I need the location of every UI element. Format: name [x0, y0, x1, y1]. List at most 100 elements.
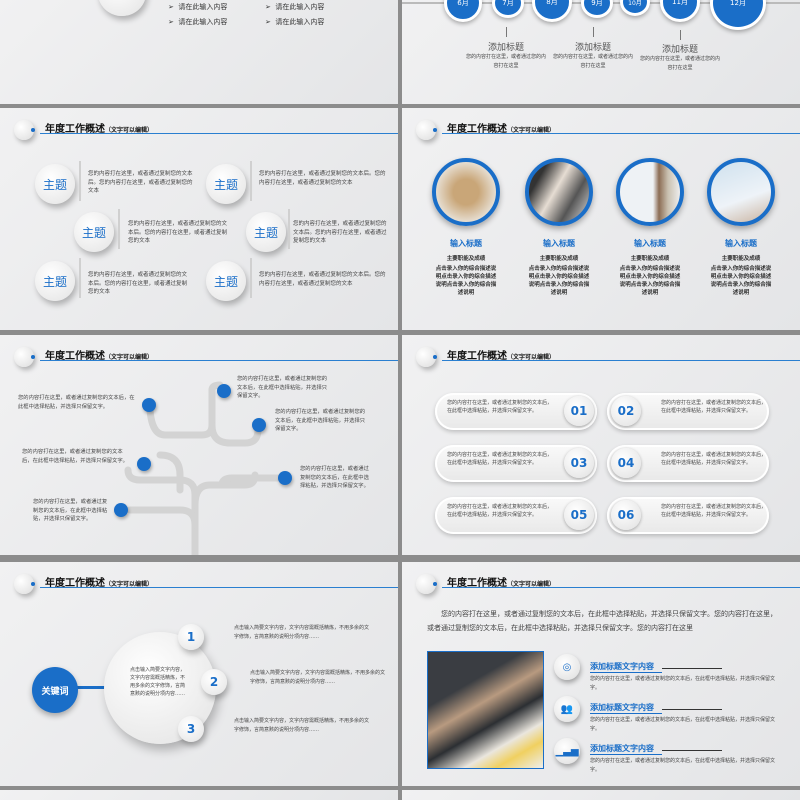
connector-line [70, 686, 106, 689]
slide-photos[interactable]: 年度工作概述（文字可以编辑） 输入标题主要职能及成绩点击录入你的综合描述说明点击… [402, 108, 800, 330]
caption-sub: 主要职能及成绩 [539, 256, 579, 262]
slide-timeline[interactable]: 6月 7月 8月 9月 10月 11月 12月 添加标题 您的内容打在这里，或者通… [402, 0, 800, 104]
topic-circle: 主题 [246, 212, 286, 252]
title-text: 年度工作概述 [45, 578, 105, 589]
bullet-text: 请在此输入内容 [178, 3, 228, 11]
caption-title: 输入标题 [543, 239, 575, 248]
tree-text: 您的内容打在这里，或者通过复制您的文本后，在此框中选择粘贴，并选择只保留文字。 [275, 409, 366, 432]
topic-circle: 主题 [35, 261, 75, 301]
title-text: 年度工作概述 [447, 578, 507, 589]
slide-bullets[interactable]: ➢ 请在此输入内容 ➢ 请在此输入内容 ➢ 请在此输入内容 ➢ 请在此输入内容 [0, 0, 398, 104]
feature-item: 添加标题文字内容 您的内容打在这里，或者通过复制您的文本后，在此框中选择粘贴，并选… [590, 736, 780, 775]
slide-title: 年度工作概述（文字可以编辑） [45, 347, 153, 362]
topic-text: 您的内容打在这里，或者通过复制您的文本后。您的内容打在这里，或者通过复制您的文本 [88, 171, 193, 194]
bullet-item: ➢ 请在此输入内容 [168, 18, 228, 26]
item-number: 06 [611, 500, 641, 530]
item-number: 03 [564, 448, 594, 478]
slide-title: 年度工作概述（文字可以编辑） [45, 120, 153, 135]
item-text: 您的内容打在这里，或者通过复制您的文本后，在此框中选择粘贴，并选择只保留文字。 [447, 400, 553, 414]
tree-node-dot [217, 384, 231, 398]
numbered-item: 您的内容打在这里，或者通过复制您的文本后，在此框中选择粘贴，并选择只保留文字。 0… [435, 445, 597, 482]
item-text: 您的内容打在这里，或者通过复制您的文本后，在此框中选择粘贴，并选择只保留文字。 [447, 452, 553, 466]
photo-caption: 输入标题 主要职能及成绩 点击录入你的综合描述说明点击录入你的综合描述说明点击录入你… [426, 238, 506, 297]
header-ball-icon [14, 574, 34, 594]
item-number: 04 [611, 448, 641, 478]
tree-text: 您的内容打在这里，或者通过复制您的文本后，在此框中选择粘贴，并选择只保留文字。 [237, 376, 328, 399]
title-text: 年度工作概述 [45, 124, 105, 135]
tree-node-dot [278, 471, 292, 485]
bullet-item: ➢ 请在此输入内容 [265, 3, 325, 11]
businessman-photo [616, 158, 684, 226]
topic-text: 您的内容打在这里，或者通过复制您的文本后。您的内容打在这里，或者通过复制您的文本 [293, 221, 387, 244]
header-ball-icon [14, 347, 34, 367]
slide-keyword[interactable]: 年度工作概述（文字可以编辑） 点击输入简要文字内容，文字内容需概括精炼，不用多余… [0, 562, 398, 786]
note-title: 添加标题 [661, 45, 698, 55]
intro-paragraph: 您的内容打在这里，或者通过复制您的文本后，在此框中选择粘贴，并选择只保留文字。您… [427, 610, 777, 632]
slide-tree[interactable]: 年度工作概述（文字可以编辑） 您的内容打在这里，或者通过复制您的文本后，在此框中… [0, 335, 398, 555]
tree-graphic [124, 381, 289, 555]
slide-title: 年度工作概述（文字可以编辑） [447, 347, 555, 362]
center-text: 点击输入简要文字内容，文字内容需概括精炼，不用多余的文字修饰，言简意赅的说明分项… [130, 667, 186, 697]
note-text: 您的内容打在这里，或者通过您的内容打在这里 [640, 56, 721, 71]
bar-chart-icon: ▁▃▅ [554, 738, 580, 764]
feature-title: 添加标题文字内容 [590, 661, 662, 673]
feature-title: 添加标题文字内容 [590, 702, 662, 714]
tree-text: 您的内容打在这里，或者通过复制您的文本后，在此框中选择粘贴，并选择只保留文字。 [22, 449, 128, 464]
bullet-text: 请在此输入内容 [275, 18, 325, 26]
numbered-item: 您的内容打在这里，或者通过复制您的文本后，在此框中选择粘贴，并选择只保留文字。 0… [435, 497, 597, 534]
header-dot-icon [31, 128, 35, 132]
title-text: 年度工作概述 [447, 351, 507, 362]
header-dot-icon [31, 582, 35, 586]
caption-title: 输入标题 [725, 239, 757, 248]
header-line [442, 360, 800, 361]
slide-topics[interactable]: 年度工作概述（文字可以编辑） 主题 您的内容打在这里，或者通过复制您的文本后。您… [0, 108, 398, 330]
topic-text: 您的内容打在这里，或者通过复制您的文本后。您的内容打在这里，或者通过复制您的文本 [128, 221, 228, 244]
slide-next-left[interactable] [0, 790, 398, 800]
month-circle: 8月 [532, 0, 572, 22]
point-text: 点击输入简要文字内容，文字内容需概括精炼，不用多余的文字修饰，言简意赅的说明分项… [234, 625, 370, 640]
title-note: （文字可以编辑） [105, 581, 154, 588]
photo-caption: 输入标题 主要职能及成绩 点击录入你的综合描述说明点击录入你的综合描述说明点击录入你… [701, 238, 781, 297]
feature-text: 您的内容打在这里，或者通过复制您的文本后，在此框中选择粘贴，并选择只保留文字。 [590, 758, 776, 773]
numbered-item: 06 您的内容打在这里，或者通过复制您的文本后，在此框中选择粘贴，并选择只保留文字… [607, 497, 769, 534]
month-circle: 7月 [492, 0, 524, 18]
timeline-note: 添加标题 您的内容打在这里，或者通过您的内容打在这里 [640, 42, 720, 73]
photo-caption: 输入标题 主要职能及成绩 点击录入你的综合描述说明点击录入你的综合描述说明点击录入你… [610, 238, 690, 297]
slide-features[interactable]: 年度工作概述（文字可以编辑） 您的内容打在这里，或者通过复制您的文本后，在此框中… [402, 562, 800, 786]
feature-text: 您的内容打在这里，或者通过复制您的文本后，在此框中选择粘贴，并选择只保留文字。 [590, 676, 776, 691]
month-circle: 12月 [710, 0, 766, 30]
header-line [40, 360, 398, 361]
item-number: 01 [564, 396, 594, 426]
timeline-note: 添加标题 您的内容打在这里，或者通过您的内容打在这里 [466, 40, 546, 71]
point-text: 点击输入简要文字内容，文字内容需概括精炼，不用多余的文字修饰，言简意赅的说明分项… [234, 718, 370, 733]
slide-title: 年度工作概述（文字可以编辑） [45, 574, 153, 589]
slide-next-right[interactable] [402, 790, 800, 800]
network-photo [707, 158, 775, 226]
caption-text: 点击录入你的综合描述说明点击录入你的综合描述说明点击录入你的综合描述说明 [528, 266, 590, 296]
title-text: 年度工作概述 [45, 351, 105, 362]
topic-text: 您的内容打在这里，或者通过复制您的文本后。您的内容打在这里，或者通过复制您的文本 [88, 272, 188, 295]
item-text: 您的内容打在这里，或者通过复制您的文本后，在此框中选择粘贴，并选择只保留文字。 [661, 452, 767, 466]
header-ball-icon [416, 120, 436, 140]
feature-item: 添加标题文字内容 您的内容打在这里，或者通过复制您的文本后，在此框中选择粘贴，并选… [590, 695, 780, 734]
note-title: 添加标题 [487, 43, 524, 53]
header-dot-icon [433, 582, 437, 586]
number-badge: 3 [178, 716, 204, 742]
slide-pills[interactable]: 年度工作概述（文字可以编辑） 您的内容打在这里，或者通过复制您的文本后，在此框中… [402, 335, 800, 555]
title-note: （文字可以编辑） [105, 354, 154, 361]
timeline-note: 添加标题 您的内容打在这里，或者通过您的内容打在这里 [553, 40, 633, 71]
caption-title: 输入标题 [634, 239, 666, 248]
bullet-text: 请在此输入内容 [275, 3, 325, 11]
tree-node-dot [142, 398, 156, 412]
month-circle: 10月 [620, 0, 650, 16]
topic-circle: 主题 [35, 164, 75, 204]
team-photo [525, 158, 593, 226]
point-text: 点击输入简要文字内容，文字内容需概括精炼，不用多余的文字修饰，言简意赅的说明分项… [250, 670, 386, 685]
target-icon: ◎ [554, 654, 580, 680]
tree-text: 您的内容打在这里，或者通过复制您的文本后，在此框中选择粘贴，并选择只保留文字。 [33, 499, 108, 522]
caption-title: 输入标题 [450, 239, 482, 248]
title-note: （文字可以编辑） [507, 581, 556, 588]
photo-caption: 输入标题主要职能及成绩点击录入你的综合描述说明点击录入你的综合描述说明点击录入你… [519, 238, 599, 297]
slide-title: 年度工作概述（文字可以编辑） [447, 120, 555, 135]
keyword-circle: 关键词 [32, 667, 78, 713]
